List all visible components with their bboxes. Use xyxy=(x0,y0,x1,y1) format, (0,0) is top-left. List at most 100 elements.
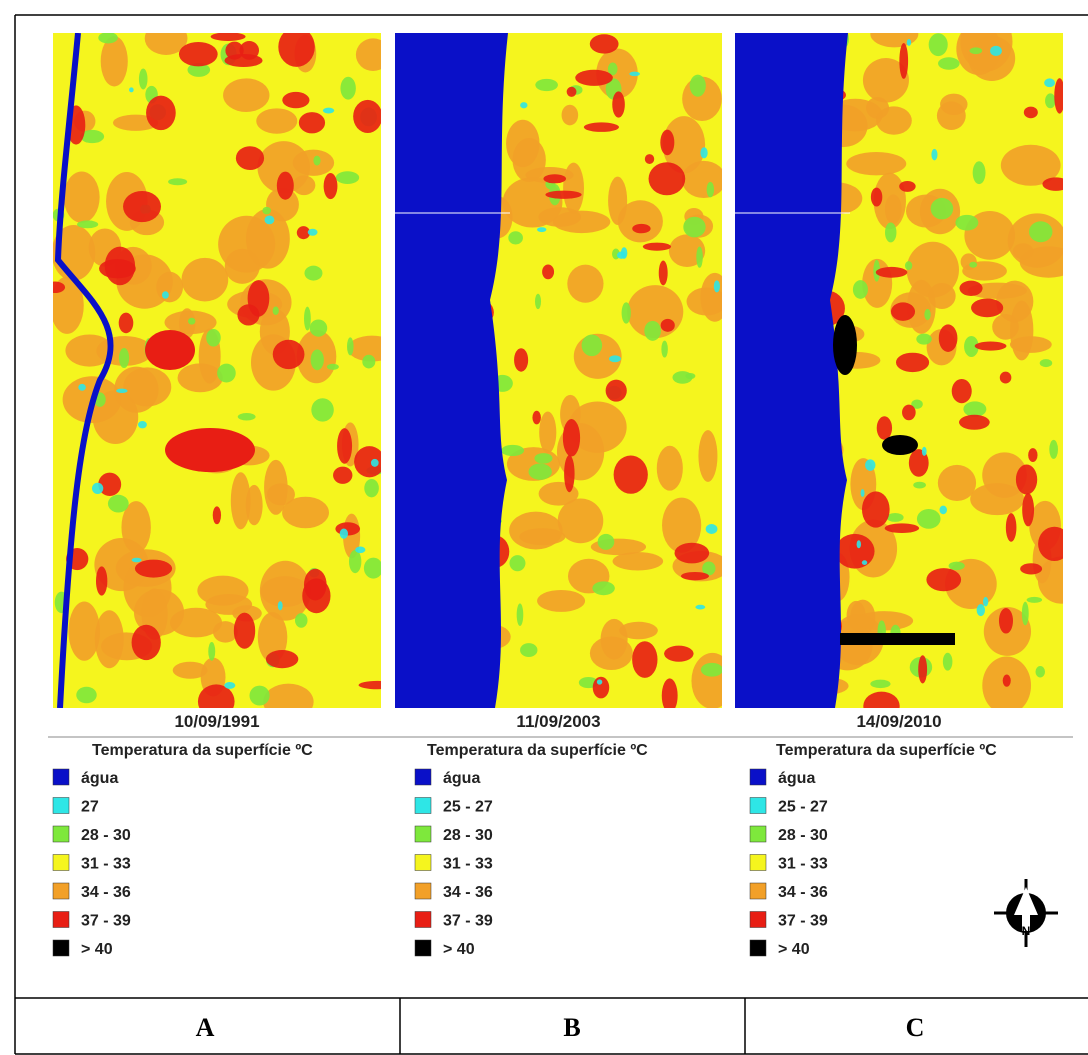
map-patch xyxy=(999,608,1013,634)
map-patch xyxy=(262,207,271,215)
thermal-map xyxy=(722,12,1085,720)
legend-swatch xyxy=(415,912,431,928)
map-patch xyxy=(553,211,611,233)
map-patch xyxy=(78,384,86,391)
map-patch xyxy=(963,401,986,417)
map-patch xyxy=(105,247,135,286)
map-patch xyxy=(273,307,279,315)
legend-swatch xyxy=(750,883,766,899)
map-patch xyxy=(597,679,602,684)
map-patch xyxy=(698,430,717,482)
map-patch xyxy=(924,309,930,320)
map-patch xyxy=(977,604,985,616)
map-patch xyxy=(249,686,269,706)
map-patch xyxy=(1029,221,1052,242)
map-patch xyxy=(92,483,103,494)
map-patch xyxy=(225,42,243,60)
map-patch xyxy=(514,348,528,371)
map-patch xyxy=(938,57,960,70)
legend-label: 37 - 39 xyxy=(778,913,828,930)
map-patch xyxy=(364,558,383,579)
water xyxy=(735,33,848,708)
map-patch xyxy=(645,154,654,164)
map-patch xyxy=(354,446,385,477)
map-patch xyxy=(1000,372,1012,384)
map-patch xyxy=(913,482,926,489)
map-patch xyxy=(543,174,566,183)
map-patch xyxy=(929,33,948,56)
map-patch xyxy=(519,528,565,545)
map-patch xyxy=(116,389,127,393)
map-patch xyxy=(520,643,537,657)
map-patch xyxy=(311,398,334,421)
map-patch xyxy=(835,534,874,569)
map-patch xyxy=(188,318,195,325)
map-patch xyxy=(970,47,983,54)
legend-swatch xyxy=(750,798,766,814)
map-patch xyxy=(542,265,554,280)
map-patch xyxy=(567,265,603,303)
legend-swatch xyxy=(750,826,766,842)
map-patch xyxy=(696,247,703,268)
map-patch xyxy=(949,562,965,571)
map-patch xyxy=(156,272,183,303)
map-patch xyxy=(234,613,255,649)
map-patch xyxy=(179,42,218,66)
map-patch xyxy=(612,91,625,117)
map-patch xyxy=(629,72,640,77)
legend-label: água xyxy=(778,770,815,787)
legend-swatch xyxy=(53,826,69,842)
map-patch xyxy=(876,106,912,134)
map-patch xyxy=(891,302,915,321)
map-patch xyxy=(563,419,580,456)
map-patch xyxy=(1028,448,1037,462)
legend-swatch xyxy=(750,769,766,785)
map-patch xyxy=(606,380,627,402)
map-patch xyxy=(539,412,556,454)
map-patch xyxy=(236,146,264,170)
map-patch xyxy=(264,216,274,225)
legend-label: 31 - 33 xyxy=(81,856,131,873)
map-patch xyxy=(213,506,221,524)
map-patch xyxy=(707,182,714,197)
map-date: 11/09/2003 xyxy=(516,712,600,731)
map-patch xyxy=(609,355,621,362)
map-patch xyxy=(632,224,650,233)
legend-label: 34 - 36 xyxy=(443,884,493,901)
map-patch xyxy=(304,307,311,331)
legend-label: 34 - 36 xyxy=(81,884,131,901)
legend-swatch xyxy=(415,826,431,842)
legend-label: 25 - 27 xyxy=(443,799,493,816)
map-patch xyxy=(304,266,322,281)
map-patch xyxy=(862,560,867,565)
map-patch xyxy=(683,217,705,238)
map-patch xyxy=(299,112,325,133)
map-patch xyxy=(266,650,298,668)
map-patch xyxy=(323,108,334,114)
map-patch xyxy=(206,329,221,347)
map-patch xyxy=(622,302,631,323)
svg-text:N: N xyxy=(1022,924,1031,938)
map-patch xyxy=(902,405,916,421)
map-patch xyxy=(598,534,615,550)
legend-swatch xyxy=(53,798,69,814)
map-patch xyxy=(145,330,195,370)
map-patch xyxy=(660,130,674,156)
map-patch xyxy=(123,191,161,222)
map-patch xyxy=(139,69,148,90)
map-patch xyxy=(162,291,169,298)
map-patch xyxy=(917,509,941,529)
map-patch xyxy=(165,428,255,472)
map-patch xyxy=(959,281,982,296)
legend-title: Temperatura da superfície ºC xyxy=(427,742,648,759)
map-patch xyxy=(681,572,709,580)
thermal-map xyxy=(372,27,733,713)
legend-label: 34 - 36 xyxy=(778,884,828,901)
map-patch xyxy=(98,32,118,43)
map-patch xyxy=(1045,93,1056,108)
map-patch xyxy=(590,34,619,53)
map-patch xyxy=(664,646,693,662)
map-patch xyxy=(132,625,161,660)
map-patch xyxy=(545,191,581,199)
map-patch xyxy=(714,280,720,292)
